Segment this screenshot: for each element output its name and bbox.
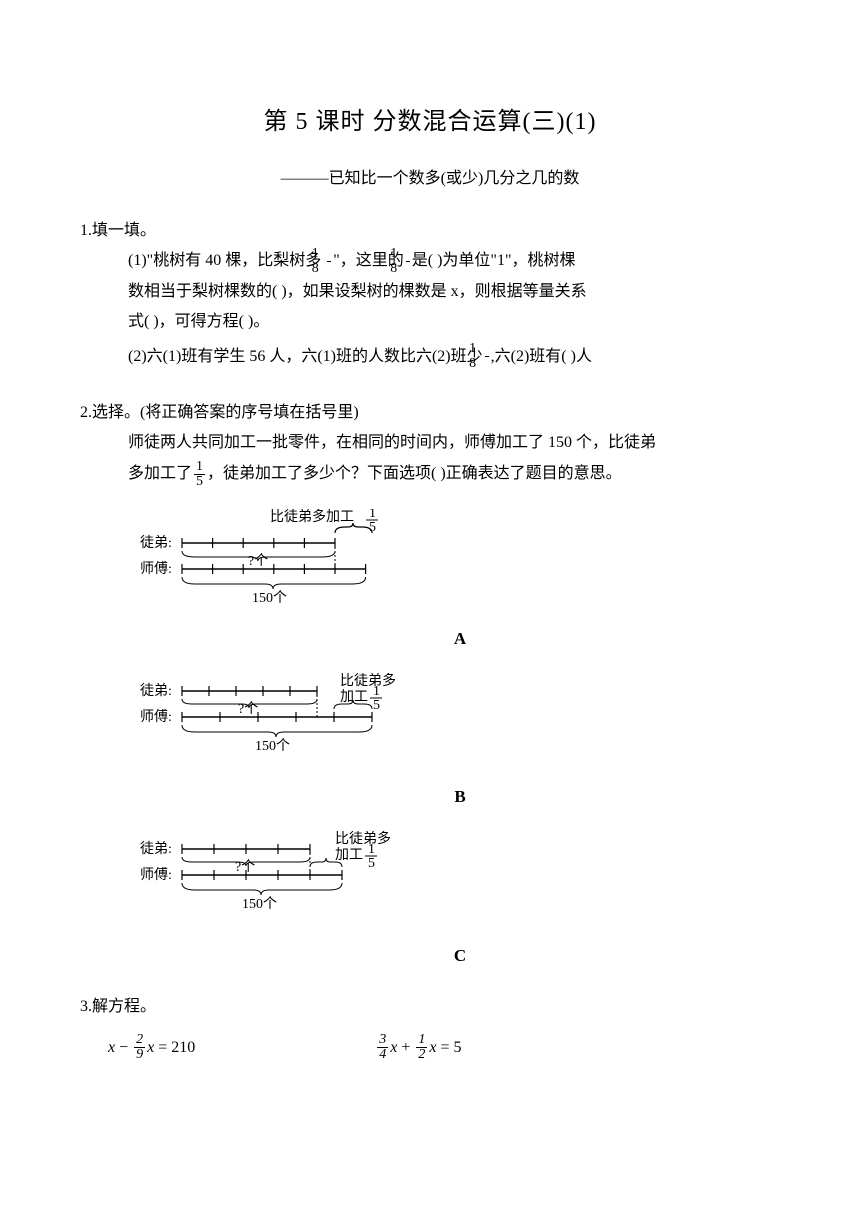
svg-text:师傅:: 师傅:	[140, 561, 172, 577]
svg-text:徒弟:: 徒弟:	[140, 841, 172, 857]
fraction-1-8-b: 18	[406, 247, 410, 276]
diagram-b: 徒弟: 师傅:	[140, 673, 780, 814]
svg-text:?个: ?个	[248, 553, 268, 569]
svg-text:150个: 150个	[242, 896, 277, 912]
q1-2-text-a: (2)六(1)班有学生 56 人，六(1)班的人数比六(2)班少	[128, 348, 483, 365]
svg-text:比徒弟多: 比徒弟多	[335, 831, 391, 847]
diagram-b-svg: 徒弟: 师傅:	[140, 673, 440, 768]
equation-1: x − 29x = 210	[108, 1033, 195, 1063]
fraction-1-5: 15	[194, 460, 205, 489]
q1-2-line: (2)六(1)班有学生 56 人，六(1)班的人数比六(2)班少18,六(2)班…	[128, 342, 780, 372]
svg-text:加工: 加工	[335, 847, 363, 863]
fraction-1-8-a: 18	[327, 247, 331, 276]
svg-text:徒弟:: 徒弟:	[140, 535, 172, 551]
q1-1-text-c: 是( )为单位"1"，桃树棵	[412, 252, 576, 269]
q1-1-line3: 式( )，可得方程( )。	[128, 307, 780, 337]
page-title: 第 5 课时 分数混合运算(三)(1)	[80, 100, 780, 146]
svg-text:1: 1	[368, 842, 375, 857]
svg-text:比徒弟多: 比徒弟多	[340, 673, 396, 689]
svg-text:150个: 150个	[255, 738, 290, 754]
q2-line2: 多加工了15，徒弟加工了多少个？下面选项( )正确表达了题目的意思。	[128, 459, 780, 489]
svg-text:比徒弟多加工: 比徒弟多加工	[270, 509, 354, 525]
svg-text:师傅:: 师傅:	[140, 709, 172, 725]
diagram-a-label: A	[140, 623, 780, 655]
q1-2-text-b: ,六(2)班有( )人	[491, 348, 592, 365]
diagram-b-label: B	[140, 781, 780, 813]
q3-head: 3.解方程。	[80, 992, 780, 1022]
q1-1-text-a: (1)"桃树有 40 棵，比梨树多	[128, 252, 325, 269]
equations-row: x − 29x = 210 34x + 12x = 5	[108, 1033, 780, 1063]
svg-text:5: 5	[373, 698, 380, 713]
question-1: 1.填一填。 (1)"桃树有 40 棵，比梨树多 18"，这里的18是( )为单…	[80, 216, 780, 372]
svg-text:?个: ?个	[235, 859, 255, 875]
diagram-c-svg: 徒弟: 师傅:	[140, 831, 440, 926]
page-subtitle: ———已知比一个数多(或少)几分之几的数	[80, 164, 780, 194]
svg-text:150个: 150个	[252, 590, 287, 606]
fraction-1-8-c: 18	[485, 342, 489, 371]
diagram-a: 比徒弟多加工 1 5 徒弟: 师傅:	[140, 509, 780, 655]
q2-text-b: ，徒弟加工了多少个？下面选项( )正确表达了题目的意思。	[207, 465, 622, 482]
q2-head: 2.选择。(将正确答案的序号填在括号里)	[80, 398, 780, 428]
svg-text:徒弟:: 徒弟:	[140, 683, 172, 699]
svg-text:5: 5	[368, 856, 375, 871]
svg-text:师傅:: 师傅:	[140, 867, 172, 883]
question-2: 2.选择。(将正确答案的序号填在括号里) 师徒两人共同加工一批零件，在相同的时间…	[80, 398, 780, 972]
equation-2: 34x + 12x = 5	[375, 1033, 461, 1063]
svg-text:?个: ?个	[238, 701, 258, 717]
q1-1-line2: 数相当于梨树棵数的( )，如果设梨树的棵数是 x，则根据等量关系	[128, 277, 780, 307]
diagram-c: 徒弟: 师傅:	[140, 831, 780, 972]
diagram-c-label: C	[140, 940, 780, 972]
diagram-a-svg: 比徒弟多加工 1 5 徒弟: 师傅:	[140, 509, 430, 609]
q2-line1: 师徒两人共同加工一批零件，在相同的时间内，师傅加工了 150 个，比徒弟	[128, 428, 780, 458]
svg-text:1: 1	[373, 684, 380, 699]
q1-head: 1.填一填。	[80, 216, 780, 246]
q2-text-a: 多加工了	[128, 465, 192, 482]
q1-1-line1: (1)"桃树有 40 棵，比梨树多 18"，这里的18是( )为单位"1"，桃树…	[128, 246, 780, 276]
question-3: 3.解方程。 x − 29x = 210 34x + 12x = 5	[80, 992, 780, 1063]
diagram-container: 比徒弟多加工 1 5 徒弟: 师傅:	[140, 509, 780, 972]
